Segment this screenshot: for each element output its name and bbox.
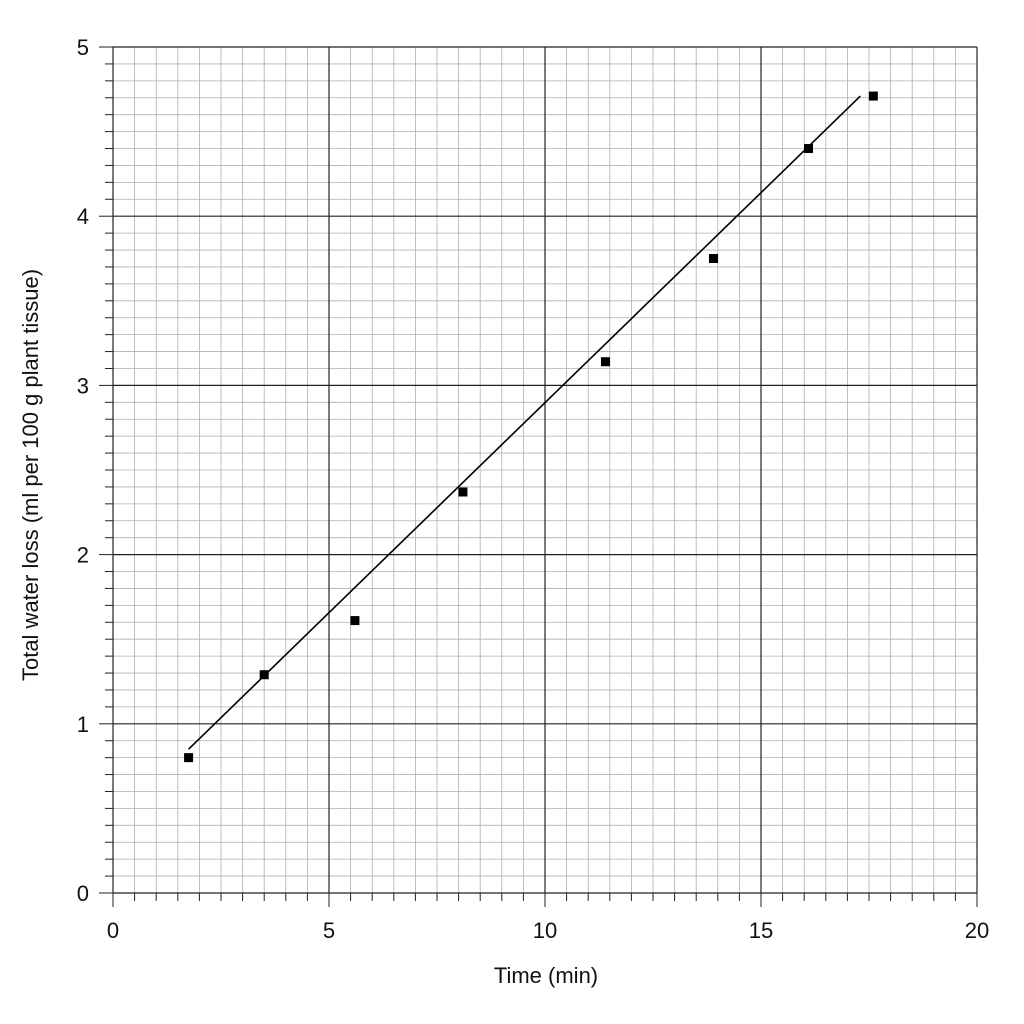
major-grid xyxy=(112,46,978,894)
axis-ticks xyxy=(99,46,978,907)
data-point xyxy=(708,254,718,263)
y-tick-label: 2 xyxy=(77,543,89,568)
trend-line xyxy=(188,95,861,750)
data-point xyxy=(350,616,360,626)
y-tick-label: 5 xyxy=(77,35,89,60)
data-point xyxy=(458,487,468,497)
x-tick-label: 15 xyxy=(749,918,773,943)
x-axis-label: Time (min) xyxy=(494,963,598,988)
data-point xyxy=(804,144,814,154)
x-tick-label: 20 xyxy=(965,918,989,943)
series-layer xyxy=(184,91,878,763)
y-tick-label: 1 xyxy=(77,712,89,737)
x-tick-label: 0 xyxy=(107,918,119,943)
data-point xyxy=(184,753,194,763)
data-point xyxy=(259,670,269,680)
y-tick-label: 3 xyxy=(77,373,89,398)
y-tick-label: 0 xyxy=(77,881,89,906)
y-tick-labels: 0 1 2 3 4 5 xyxy=(77,35,89,906)
x-tick-labels: 0 5 10 15 20 xyxy=(107,918,989,943)
x-tick-label: 10 xyxy=(533,918,557,943)
data-point xyxy=(600,357,610,367)
y-axis-label: Total water loss (ml per 100 g plant tis… xyxy=(18,269,43,681)
x-tick-label: 5 xyxy=(323,918,335,943)
data-point xyxy=(868,91,878,101)
y-tick-label: 4 xyxy=(77,204,89,229)
